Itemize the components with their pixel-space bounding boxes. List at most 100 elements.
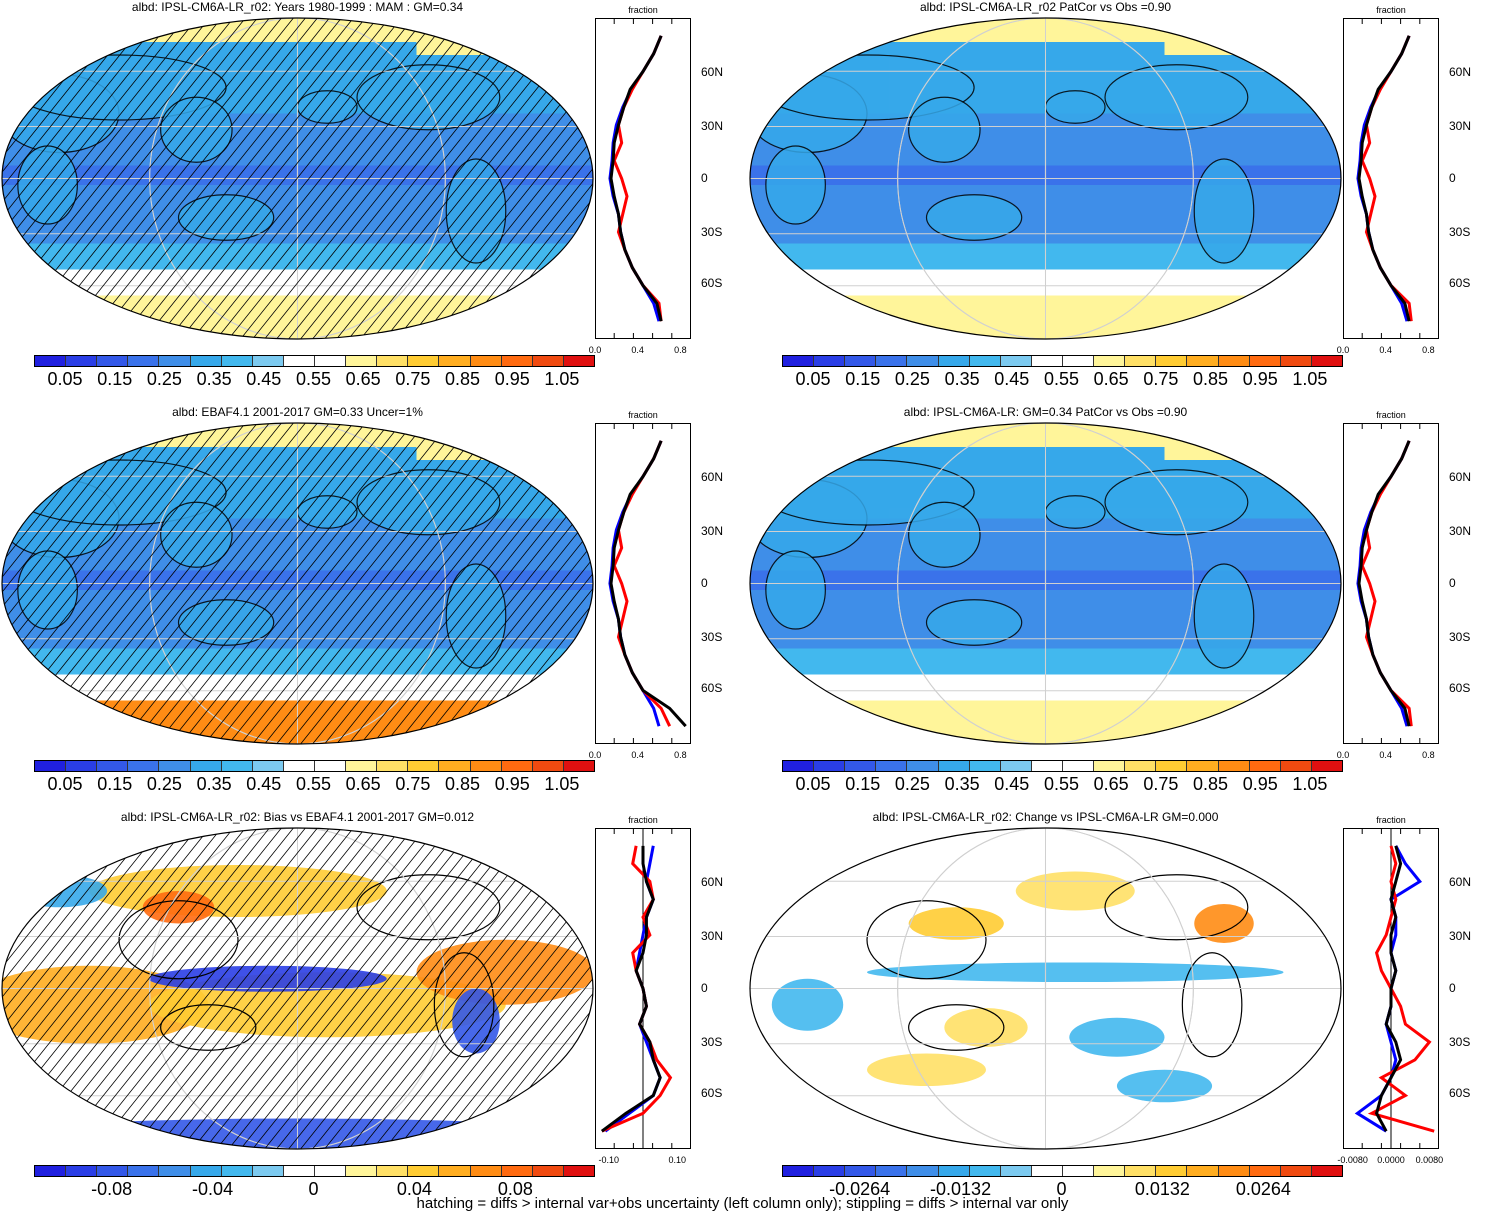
colorbar-swatch — [159, 356, 191, 366]
colorbar-labels: 0.05 0.15 0.25 0.35 0.45 0.55 0.65 0.75 0.85 0.95… — [782, 774, 1341, 796]
colorbar-tick-label: 0.15 — [845, 774, 881, 794]
colorbar-swatch — [1156, 356, 1188, 366]
colorbar-tick-label: 0.75 — [395, 774, 431, 794]
colorbar-swatch — [346, 356, 378, 366]
panel-p3: albd: EBAF4.1 2001-2017 GM=0.33 Uncer=1%… — [0, 405, 745, 805]
colorbar-swatch — [128, 356, 160, 366]
colorbar-swatch — [532, 1166, 564, 1176]
colorbar-swatch — [876, 1166, 908, 1176]
colorbar-tick-label: 0.0264 — [1235, 1179, 1291, 1199]
colorbar-swatch — [1031, 1166, 1063, 1176]
colorbar-swatch — [814, 761, 846, 771]
colorbar-swatch — [907, 761, 939, 771]
latitude-tick-label: 0 — [701, 575, 708, 590]
colorbar-swatch — [1156, 1166, 1188, 1176]
colorbar-swatch — [314, 761, 347, 771]
colorbar-swatch — [563, 356, 594, 366]
colorbar — [782, 1165, 1343, 1177]
profile-axis-label: fraction — [1376, 5, 1406, 15]
zonal-mean-profile: fraction 60N 30N 0 30S 60S 0.0 0.4 0.8 — [589, 410, 751, 770]
colorbar-swatch — [532, 761, 564, 771]
profile-plot — [1343, 828, 1439, 1149]
colorbar-swatch — [190, 761, 222, 771]
colorbar-tick-label: 0.85 — [1193, 774, 1229, 794]
latitude-tick-label: 30S — [701, 630, 723, 645]
colorbar-swatch — [283, 356, 315, 366]
latitude-tick-label: 60S — [701, 276, 723, 291]
panel-title: albd: IPSL-CM6A-LR_r02: Bias vs EBAF4.1 … — [120, 810, 475, 824]
panel-p6: albd: IPSL-CM6A-LR_r02: Change vs IPSL-C… — [748, 810, 1485, 1210]
colorbar-tick-label: 0.55 — [1043, 774, 1080, 794]
colorbar-swatch — [97, 1166, 129, 1176]
colorbar-swatch — [252, 761, 284, 771]
colorbar-swatch — [1218, 761, 1250, 771]
colorbar-swatch — [876, 761, 908, 771]
colorbar-swatch — [159, 1166, 191, 1176]
colorbar-labels: 0.05 0.15 0.25 0.35 0.45 0.55 0.65 0.75 0.85 0.95… — [34, 774, 593, 796]
colorbar-swatch — [377, 761, 409, 771]
profile-axis-label: fraction — [1376, 410, 1406, 420]
world-map — [1, 422, 594, 745]
colorbar-swatch — [845, 1166, 877, 1176]
colorbar-tick-label: 0.25 — [146, 774, 182, 794]
colorbar-swatch — [377, 356, 409, 366]
colorbar-tick-label: 0.95 — [1242, 369, 1278, 389]
zonal-mean-profile: fraction 60N 30N 0 30S 60S 0.0 0.4 0.8 — [1337, 5, 1485, 365]
latitude-tick-label: 60S — [1449, 276, 1471, 291]
colorbar-swatch — [1062, 761, 1095, 771]
colorbar-swatch — [1249, 761, 1281, 771]
latitude-tick-label: 0 — [1449, 575, 1456, 590]
colorbar-tick-label: 0.85 — [445, 774, 481, 794]
profile-x-tick-label: 0.8 — [1422, 750, 1435, 760]
world-map — [1, 17, 594, 340]
colorbar-swatch — [439, 356, 471, 366]
colorbar-swatch — [1249, 1166, 1281, 1176]
latitude-tick-label: 60S — [701, 681, 723, 696]
latitude-tick-label: 0 — [701, 170, 708, 185]
colorbar-swatch — [408, 761, 440, 771]
colorbar-swatch — [221, 1166, 253, 1176]
colorbar-swatch — [845, 356, 877, 366]
profile-x-tick-label: 0.0 — [1336, 345, 1350, 355]
colorbar-swatch — [190, 1166, 222, 1176]
colorbar-swatch — [377, 1166, 409, 1176]
profile-plot — [595, 18, 691, 339]
colorbar-swatch — [439, 761, 471, 771]
colorbar-swatch — [439, 1166, 471, 1176]
colorbar-swatch — [1311, 356, 1342, 366]
colorbar-tick-label: 0.85 — [445, 369, 481, 389]
colorbar-swatch — [1094, 356, 1126, 366]
profile-x-tick-label: 0.8 — [674, 750, 687, 760]
colorbar-swatch — [1031, 356, 1063, 366]
colorbar-tick-label: -0.04 — [192, 1179, 234, 1199]
colorbar-swatch — [938, 761, 970, 771]
colorbar-swatch — [969, 1166, 1001, 1176]
profile-plot — [1343, 423, 1439, 744]
colorbar-labels: -0.0264 -0.0132 0 0.0132 0.0264 — [782, 1179, 1341, 1201]
profile-plot — [595, 423, 691, 744]
profile-x-tick-label: 0.0 — [588, 345, 602, 355]
latitude-tick-label: 60N — [701, 64, 724, 79]
colorbar-swatch — [1094, 1166, 1126, 1176]
colorbar-swatch — [252, 356, 284, 366]
colorbar-swatch — [563, 1166, 594, 1176]
colorbar-tick-label: 0.45 — [246, 774, 282, 794]
colorbar-swatch — [408, 1166, 440, 1176]
colorbar-swatch — [35, 356, 67, 366]
profile-plot — [1343, 18, 1439, 339]
colorbar-swatch — [501, 1166, 533, 1176]
panel-title: albd: IPSL-CM6A-LR_r02 PatCor vs Obs =0.… — [919, 0, 1172, 14]
latitude-tick-label: 30N — [1449, 119, 1472, 134]
colorbar-swatch — [35, 761, 67, 771]
colorbar-tick-label: 0 — [308, 1179, 319, 1199]
profile-x-tick-label: 0.0000 — [1377, 1155, 1405, 1165]
zonal-mean-profile: fraction 60N 30N 0 30S 60S 0.0 0.4 0.8 — [589, 5, 751, 365]
zonal-mean-profile: fraction 60N 30N 0 30S 60S -0.0080 0.0000 0.0080 — [1337, 815, 1485, 1175]
colorbar-tick-label: 0.15 — [97, 369, 133, 389]
colorbar-swatch — [1311, 1166, 1342, 1176]
colorbar-tick-label: 0.65 — [345, 774, 381, 794]
profile-series-obs — [609, 35, 663, 322]
colorbar-swatch — [408, 356, 440, 366]
latitude-tick-label: 0 — [1449, 170, 1456, 185]
colorbar-tick-label: 0.45 — [994, 774, 1030, 794]
